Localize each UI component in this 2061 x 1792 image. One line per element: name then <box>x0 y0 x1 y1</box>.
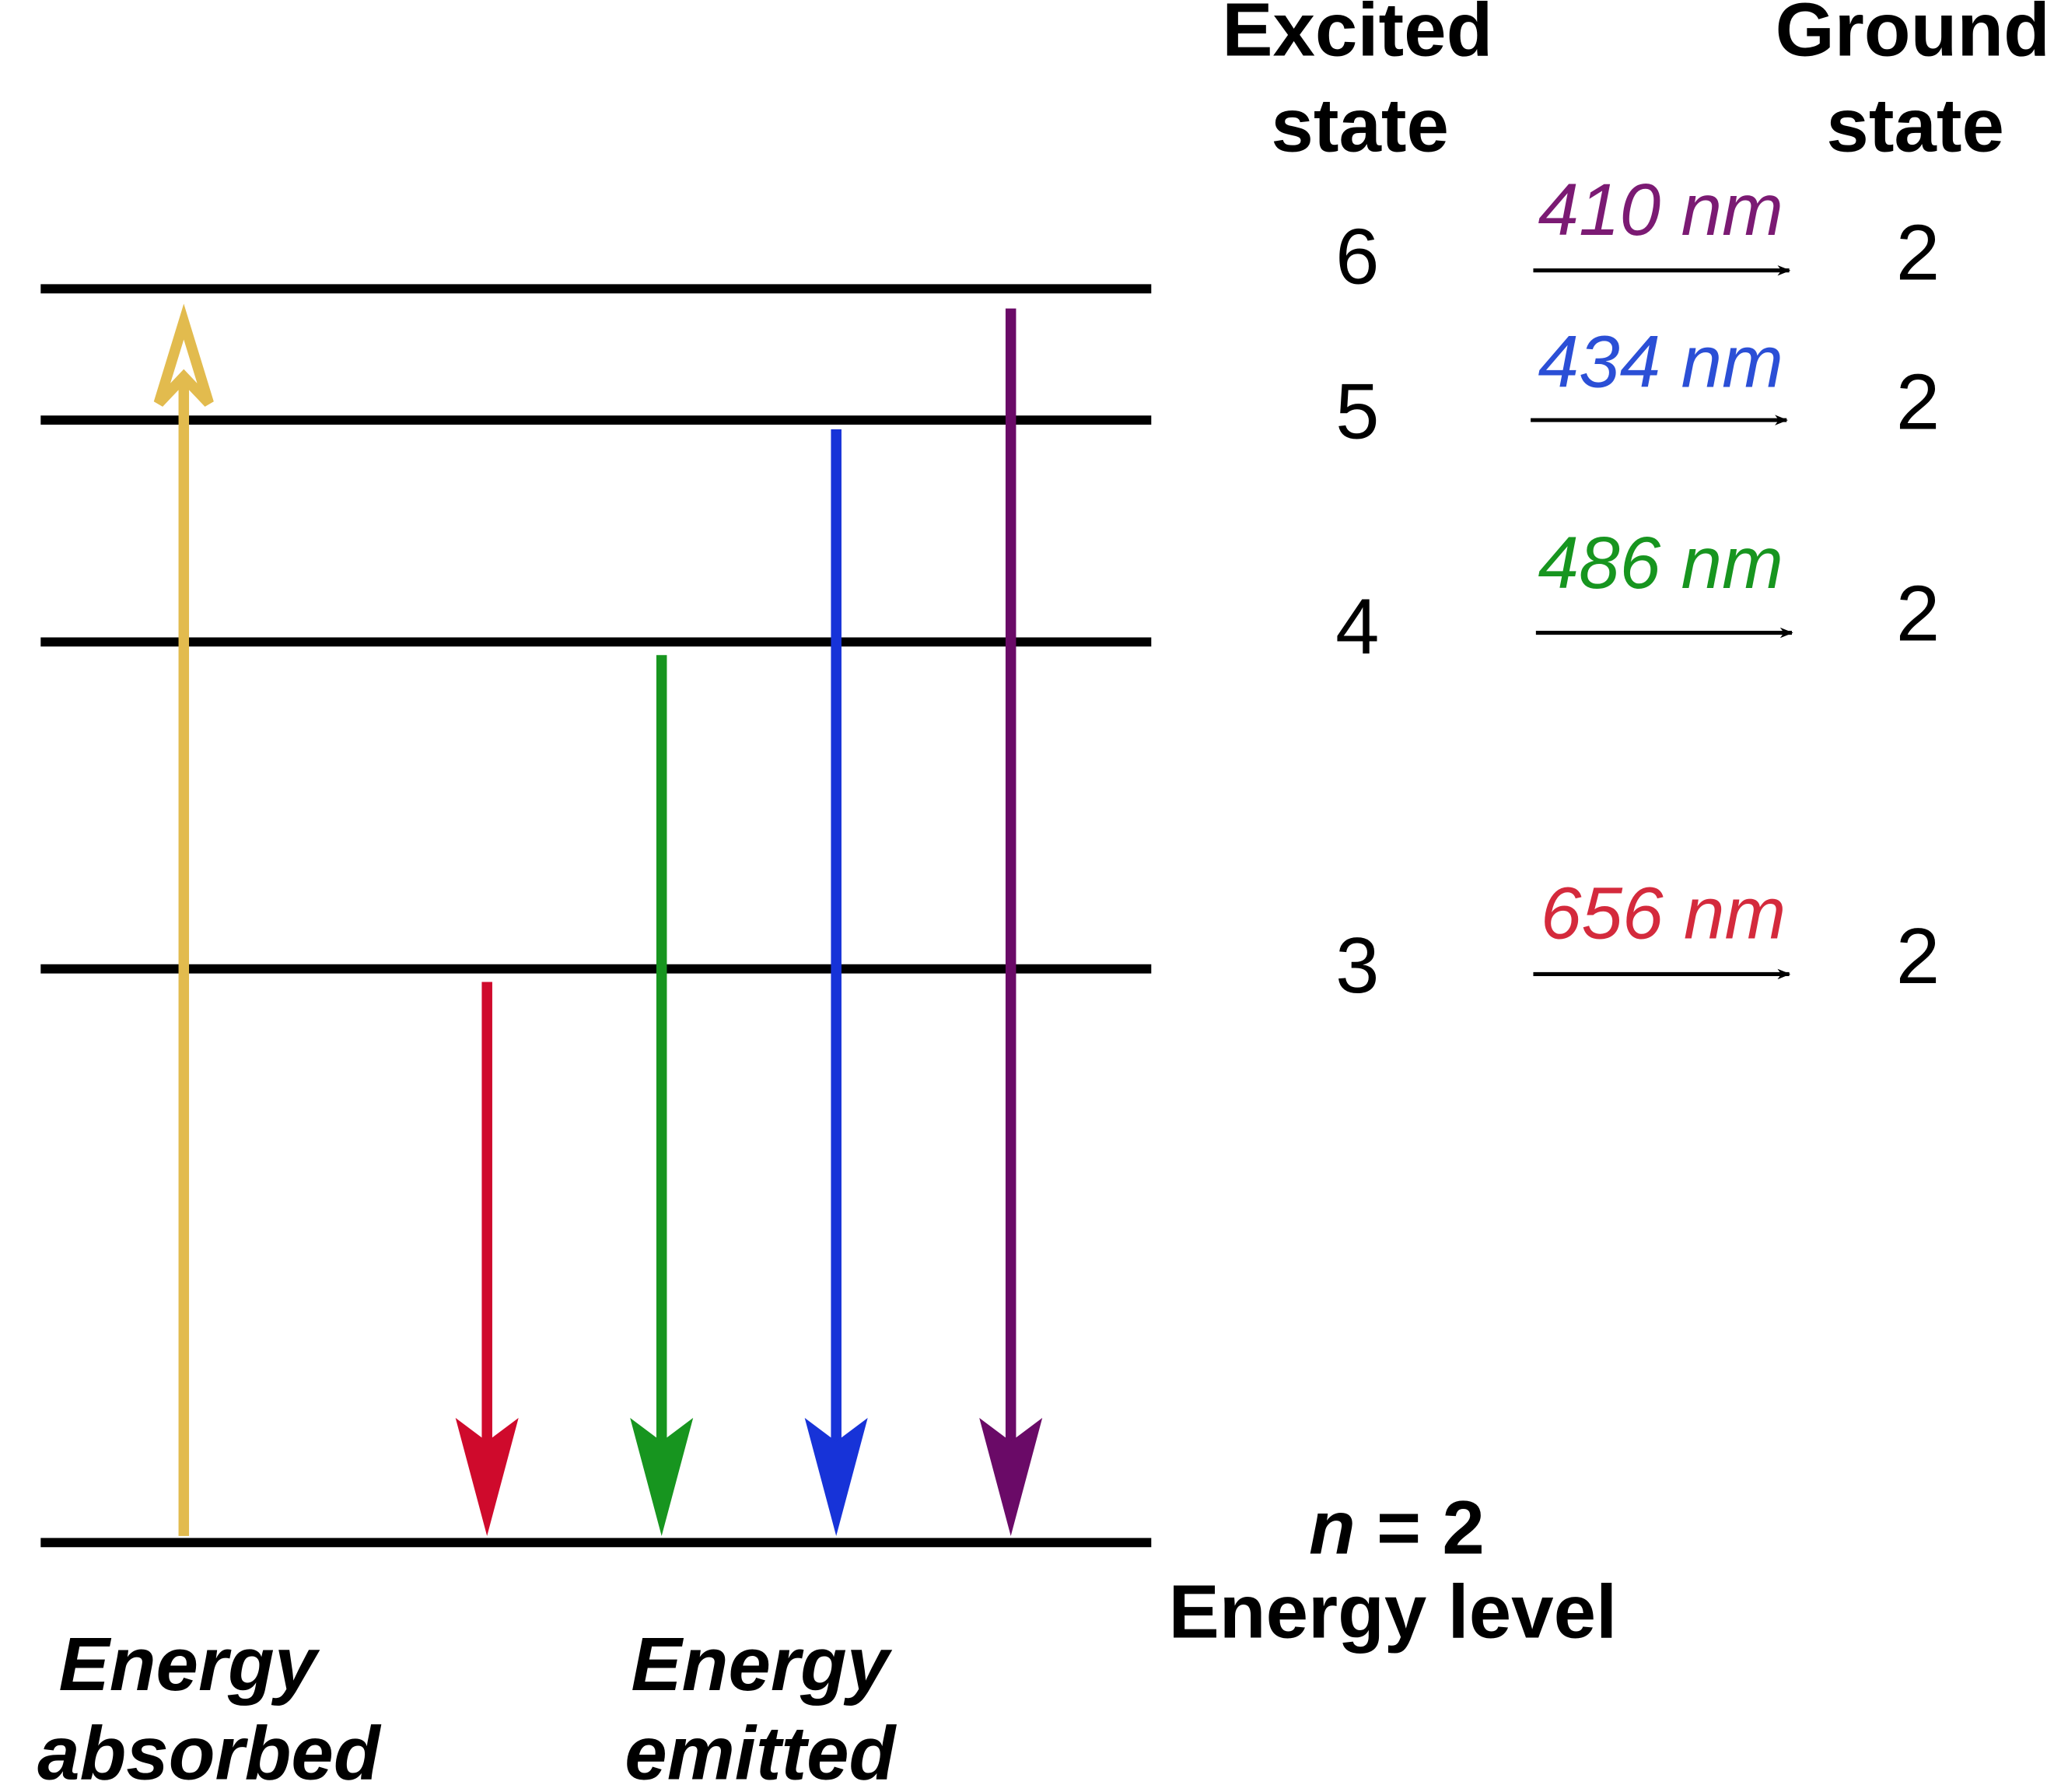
header: Ground <box>1776 0 2050 72</box>
excited-state: 6 <box>1335 212 1379 300</box>
ground-state: 2 <box>1896 569 1940 657</box>
wavelength: 486 nm <box>1538 522 1783 604</box>
excited-state: 3 <box>1335 922 1379 1010</box>
wavelength: 434 nm <box>1538 321 1783 404</box>
base-level-caption: Energy level <box>1169 1568 1618 1654</box>
transitions: 6 410 nm 2 5 434 nm 2 4 486 nm 2 3 656 n… <box>1335 169 1940 1010</box>
absorbed-label: Energy <box>58 1621 320 1706</box>
ground-state: 2 <box>1896 208 1940 296</box>
wavelength: 656 nm <box>1541 873 1786 955</box>
emitted-label: emitted <box>625 1710 897 1792</box>
absorption-arrow <box>153 303 214 1536</box>
header: Excited <box>1222 0 1492 72</box>
absorbed-label: absorbed <box>37 1710 382 1792</box>
header: state <box>1826 82 2004 168</box>
emission-arrows <box>455 308 1043 1536</box>
excited-state: 5 <box>1335 368 1379 456</box>
energy-levels <box>40 284 1152 1548</box>
base-level-label: n = 2 <box>1309 1484 1485 1570</box>
n-symbol: n <box>1309 1484 1356 1570</box>
ground-state: 2 <box>1896 912 1940 1000</box>
excited-state: 4 <box>1335 583 1379 670</box>
ground-state: 2 <box>1896 359 1940 446</box>
n-value: = 2 <box>1356 1484 1485 1570</box>
wavelength: 410 nm <box>1538 169 1783 251</box>
emitted-label: Energy <box>631 1621 892 1706</box>
header: state <box>1271 82 1449 168</box>
